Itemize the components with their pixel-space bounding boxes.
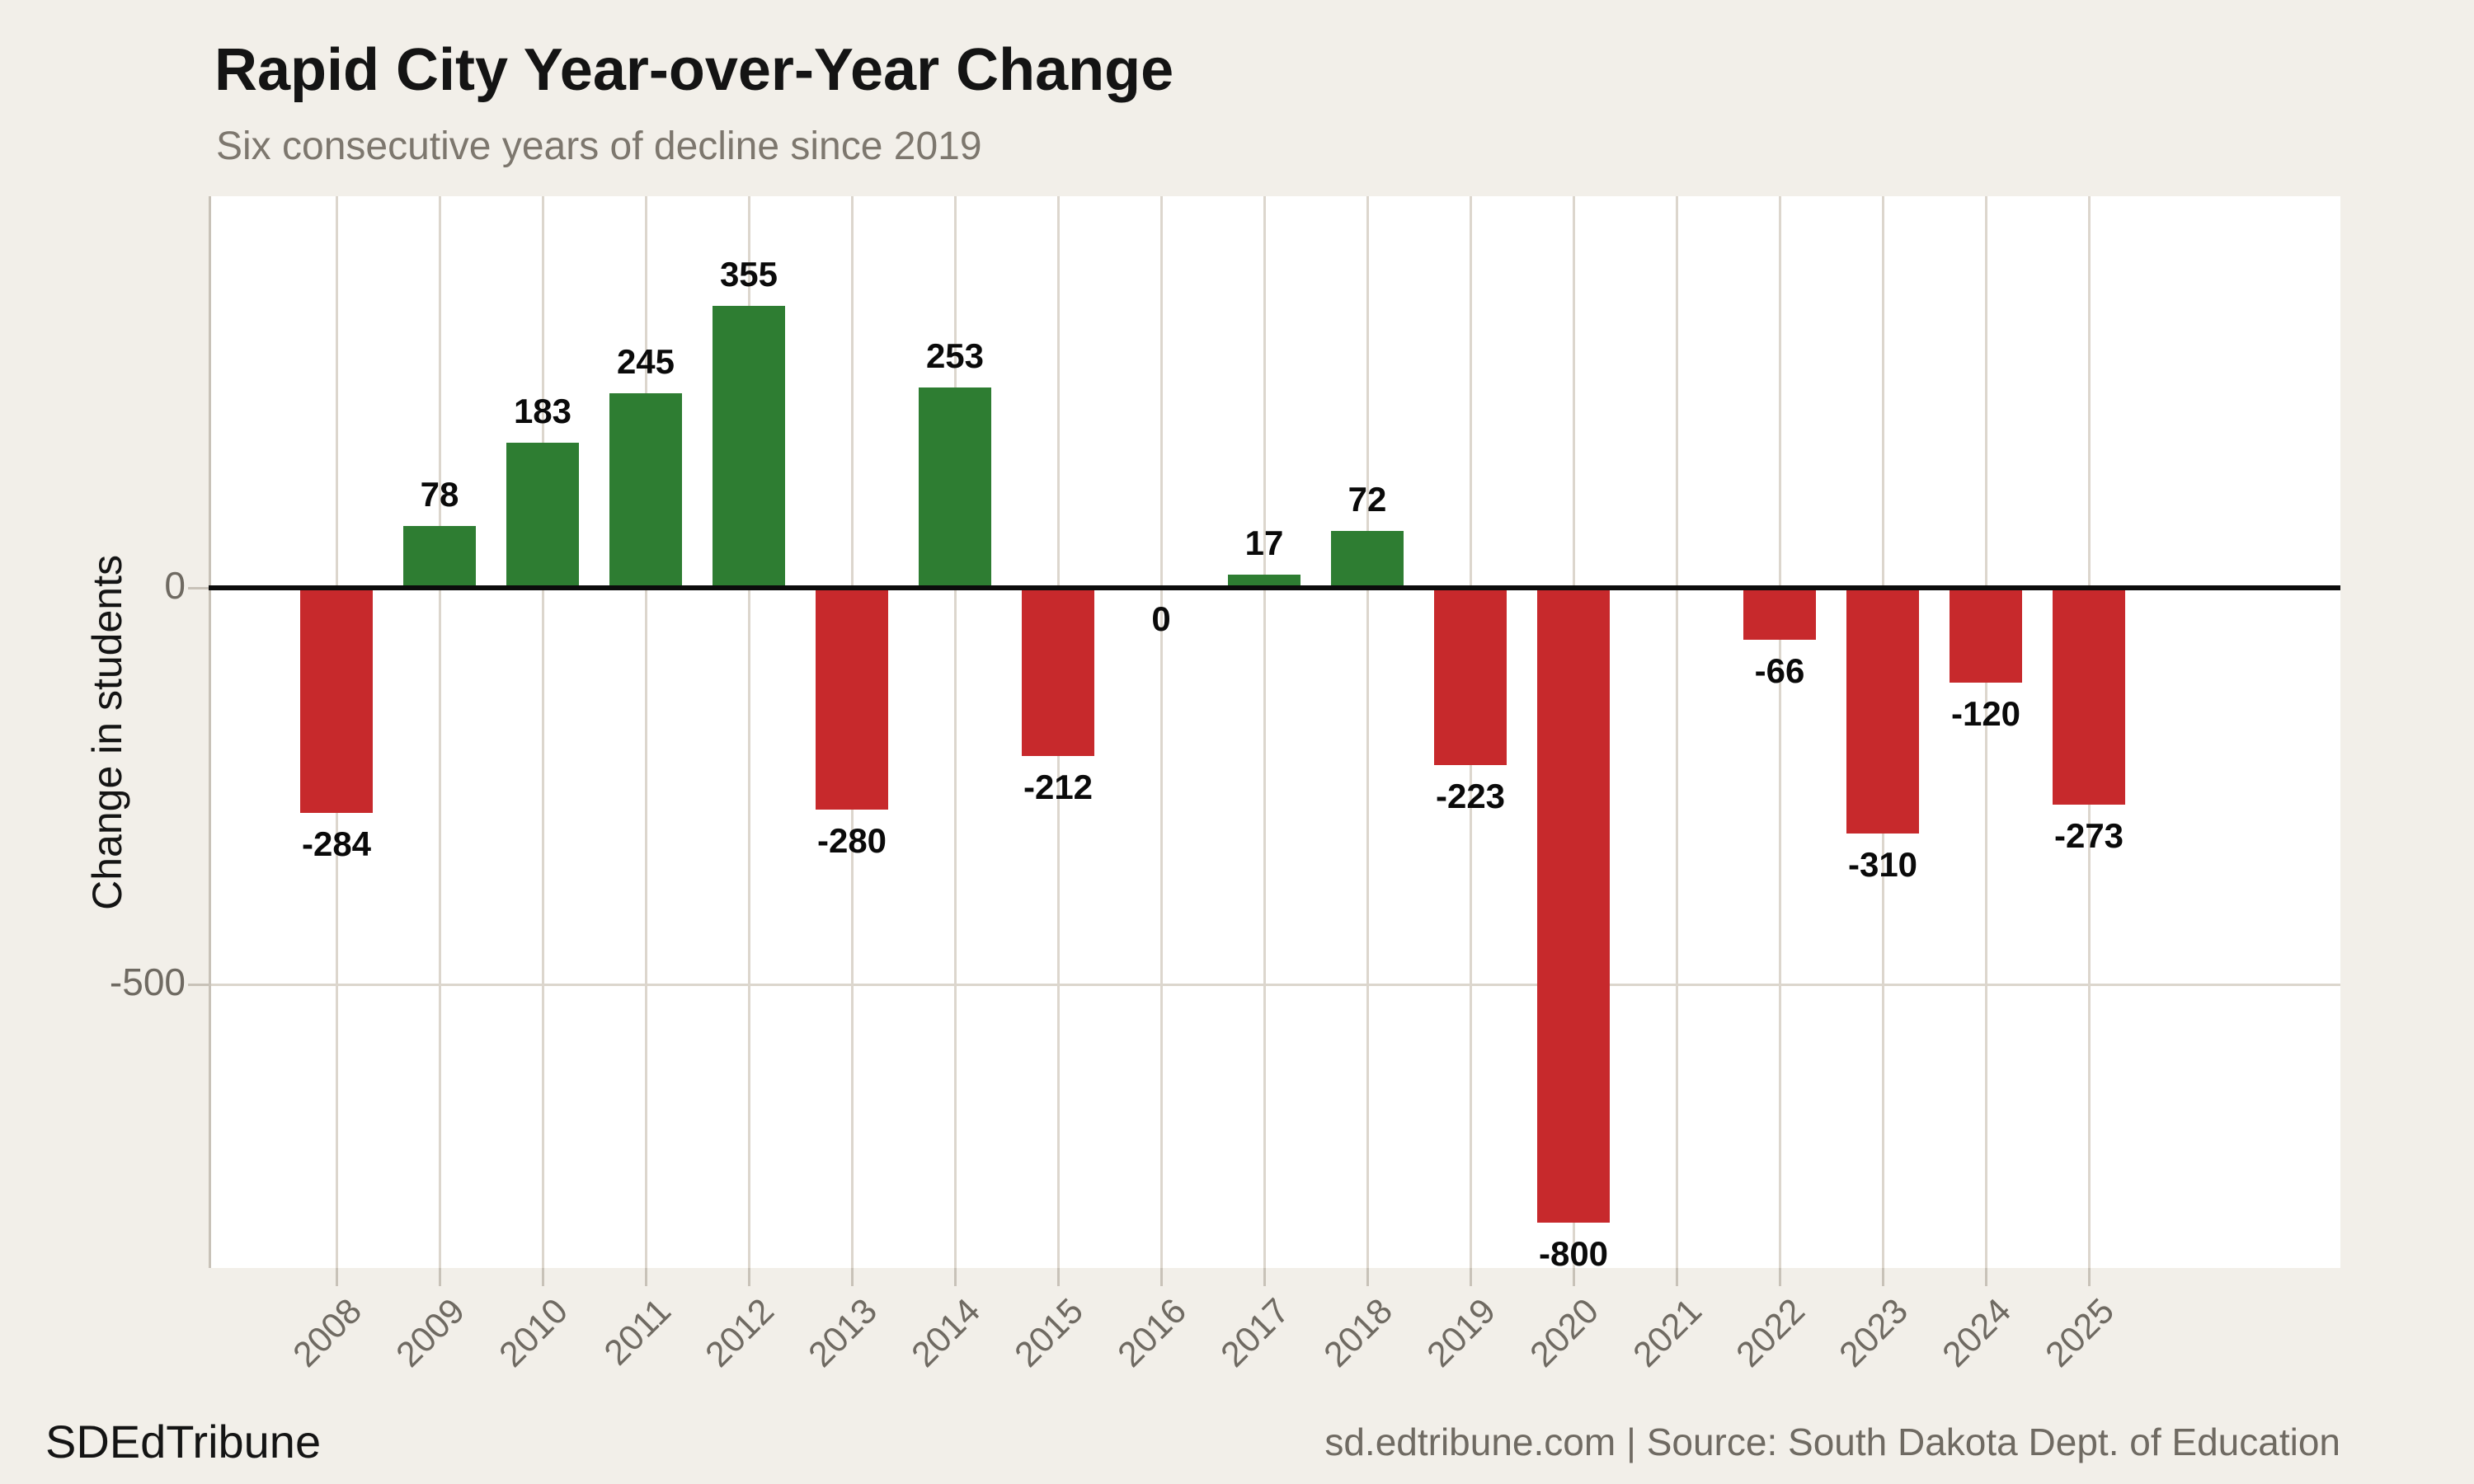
y-axis-title: Change in students — [73, 196, 142, 1268]
bar-2020 — [1537, 588, 1610, 1223]
value-label-2017: 17 — [1244, 523, 1284, 562]
value-label-2013: -280 — [816, 821, 887, 861]
gridline-2016 — [1159, 196, 1163, 1268]
gridline-2009 — [438, 196, 441, 1268]
y-axis-title-text: Change in students — [84, 554, 130, 910]
chart-title: Rapid City Year-over-Year Change — [214, 37, 1174, 103]
x-tick-2013 — [850, 1268, 854, 1286]
x-tick-2021 — [1675, 1268, 1678, 1286]
x-tick-2016 — [1159, 1268, 1163, 1286]
bar-2011 — [609, 393, 682, 588]
bar-2019 — [1434, 588, 1507, 765]
value-label-2014: 253 — [925, 336, 985, 375]
bar-2013 — [816, 588, 888, 810]
value-label-2019: -223 — [1435, 776, 1506, 815]
gridline-2021 — [1675, 196, 1678, 1268]
value-label-2018: 72 — [1348, 479, 1387, 519]
bar-2012 — [713, 306, 785, 588]
x-tick-2023 — [1881, 1268, 1884, 1286]
y-tick-dash--500 — [188, 983, 209, 986]
bar-2014 — [919, 387, 991, 588]
bar-2018 — [1331, 530, 1404, 588]
gridline-2017 — [1263, 196, 1266, 1268]
chart-subtitle: Six consecutive years of decline since 2… — [216, 124, 982, 168]
value-label-2010: 183 — [513, 391, 572, 430]
footer-brand: SDEdTribune — [45, 1416, 322, 1468]
x-tick-2025 — [2087, 1268, 2091, 1286]
x-tick-2017 — [1263, 1268, 1266, 1286]
x-tick-2019 — [1469, 1268, 1472, 1286]
value-label-2016: 0 — [1151, 599, 1171, 638]
value-label-2009: 78 — [420, 474, 459, 514]
x-tick-2011 — [644, 1268, 647, 1286]
x-tick-2008 — [335, 1268, 338, 1286]
bar-2017 — [1228, 574, 1300, 588]
x-tick-2010 — [541, 1268, 544, 1286]
value-label-2015: -212 — [1023, 767, 1094, 806]
y-gridline--500 — [209, 983, 2340, 986]
gridline-2022 — [1778, 196, 1781, 1268]
value-label-2023: -310 — [1847, 845, 1918, 885]
value-label-2022: -66 — [1754, 651, 1805, 691]
x-tick-2014 — [953, 1268, 957, 1286]
bar-2010 — [506, 442, 579, 588]
value-label-2012: 355 — [719, 255, 778, 294]
y-axis-line — [209, 196, 211, 1268]
bar-2023 — [1846, 588, 1919, 834]
gridline-2024 — [1984, 196, 1987, 1268]
bar-2025 — [2053, 588, 2125, 805]
x-tick-2009 — [438, 1268, 441, 1286]
y-tick-dash-0 — [188, 586, 209, 589]
plot-area: -284 78 183 245 355 -280 253 -212 0 17 72 -223 -800 -… — [209, 196, 2340, 1273]
value-label-2020: -800 — [1538, 1233, 1609, 1273]
y-tick-label-0: 0 — [164, 564, 186, 607]
x-tick-2022 — [1778, 1268, 1781, 1286]
gridline-2010 — [541, 196, 544, 1268]
gridline-2012 — [747, 196, 750, 1268]
zero-baseline — [209, 585, 2340, 590]
x-tick-2015 — [1056, 1268, 1060, 1286]
footer-source: sd.edtribune.com | Source: South Dakota … — [1324, 1421, 2340, 1463]
y-tick-label--500: -500 — [109, 960, 186, 1003]
x-tick-2012 — [747, 1268, 750, 1286]
value-label-2024: -120 — [1950, 694, 2021, 734]
bar-2024 — [1950, 588, 2022, 683]
bar-2009 — [403, 525, 476, 588]
value-label-2011: 245 — [616, 342, 675, 382]
bar-2008 — [300, 588, 373, 814]
value-label-2025: -273 — [2053, 815, 2124, 855]
gridline-2014 — [953, 196, 957, 1268]
bar-2015 — [1022, 588, 1094, 756]
bar-2022 — [1743, 588, 1816, 641]
x-tick-2020 — [1572, 1268, 1575, 1286]
value-label-2008: -284 — [301, 824, 372, 864]
x-tick-2024 — [1984, 1268, 1987, 1286]
gridline-2018 — [1366, 196, 1369, 1268]
gridline-2011 — [644, 196, 647, 1268]
x-tick-2018 — [1366, 1268, 1369, 1286]
